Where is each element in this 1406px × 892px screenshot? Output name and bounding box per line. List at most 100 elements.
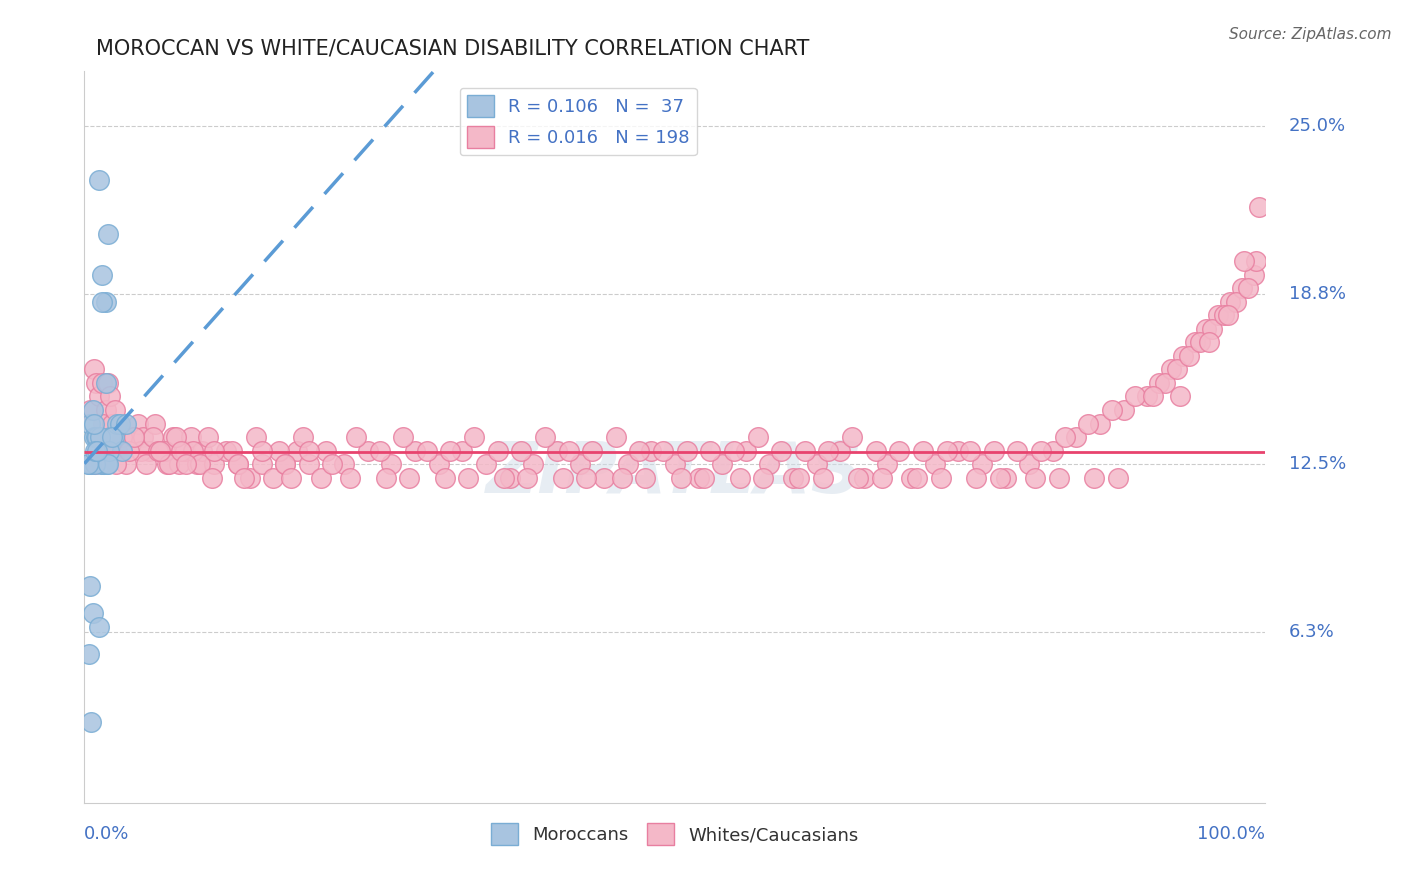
Point [1053,430,1076,444]
Point [1177,349,1199,363]
Point [114,457,136,471]
Point [439,443,461,458]
Point [1244,254,1267,268]
Point [97,457,120,471]
Point [191,443,214,458]
Point [427,457,450,471]
Point [250,443,273,458]
Point [84,457,107,471]
Point [782,471,804,485]
Point [89,430,111,444]
Point [1216,308,1239,322]
Point [846,471,869,485]
Point [1189,335,1212,350]
Point [830,443,852,458]
Point [269,443,291,458]
Point [994,471,1017,485]
Point [202,443,225,458]
Point [1171,349,1194,363]
Point [486,443,509,458]
Point [1233,254,1256,268]
Point [575,471,598,485]
Point [1101,403,1123,417]
Point [870,471,893,485]
Point [166,430,188,444]
Point [1112,403,1135,417]
Point [475,457,498,471]
Point [104,403,127,417]
Point [924,457,946,471]
Point [97,227,120,241]
Text: ZIPATLAS: ZIPATLAS [486,439,863,508]
Point [97,376,120,390]
Point [959,443,981,458]
Point [900,471,922,485]
Point [111,430,134,444]
Point [1170,389,1192,403]
Point [100,430,122,444]
Point [167,457,190,471]
Point [610,471,633,485]
Text: 12.5%: 12.5% [1289,455,1347,473]
Point [787,471,810,485]
Point [86,443,108,458]
Point [551,471,574,485]
Point [221,443,243,458]
Point [634,471,657,485]
Point [280,471,302,485]
Point [98,430,121,444]
Point [180,430,202,444]
Point [114,417,136,431]
Point [108,417,131,431]
Point [357,443,380,458]
Point [94,376,117,390]
Point [84,430,107,444]
Point [82,403,104,417]
Point [1198,335,1220,350]
Point [546,443,568,458]
Point [250,457,273,471]
Point [1142,389,1164,403]
Point [201,471,224,485]
Point [156,457,179,471]
Point [1024,471,1046,485]
Point [122,430,145,444]
Point [368,443,391,458]
Point [298,457,321,471]
Point [91,457,114,471]
Point [105,457,128,471]
Point [107,417,129,431]
Point [711,457,734,471]
Point [1107,471,1129,485]
Point [89,430,111,444]
Point [1154,376,1177,390]
Point [510,443,533,458]
Point [91,376,114,390]
Point [664,457,686,471]
Point [170,443,193,458]
Point [498,471,520,485]
Point [569,457,592,471]
Point [1249,200,1271,214]
Point [108,417,131,431]
Point [1195,322,1218,336]
Point [79,579,101,593]
Point [392,430,415,444]
Point [404,443,426,458]
Point [142,430,165,444]
Point [202,457,225,471]
Point [983,443,1005,458]
Point [1206,308,1229,322]
Point [522,457,544,471]
Point [91,294,114,309]
Point [226,457,249,471]
Point [197,430,219,444]
Point [841,430,863,444]
Point [94,403,117,417]
Point [321,457,343,471]
Point [285,443,308,458]
Point [186,457,208,471]
Point [380,457,402,471]
Point [817,443,839,458]
Point [239,471,262,485]
